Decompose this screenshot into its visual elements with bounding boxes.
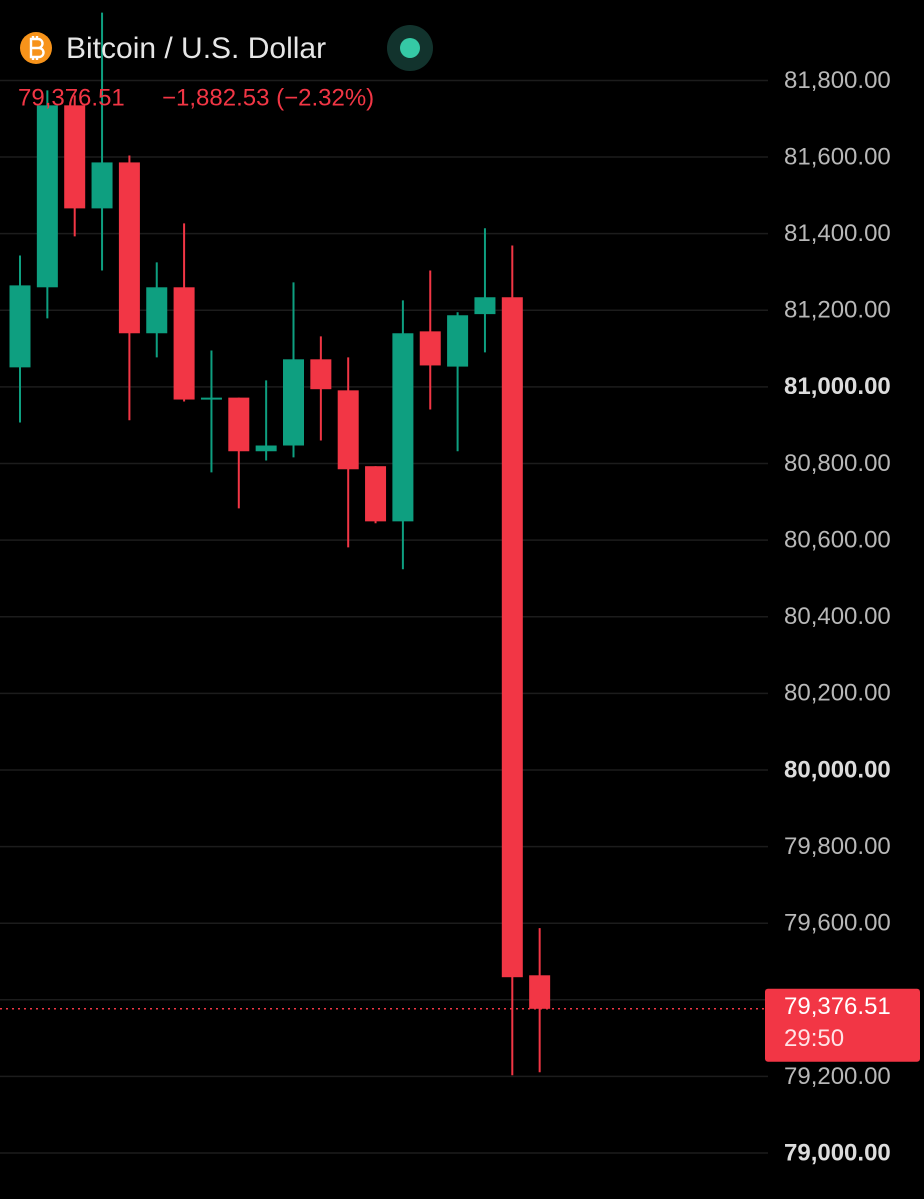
y-tick-label: 81,000.00 <box>784 373 891 400</box>
candle-body <box>365 466 387 522</box>
candle-body <box>36 105 58 288</box>
y-tick-label: 81,800.00 <box>784 67 891 94</box>
candle-body <box>200 397 222 400</box>
candle-body <box>501 297 523 978</box>
header: Bitcoin / U.S. Dollar 79,376.51 −1,882.5… <box>18 25 433 111</box>
candle-body <box>474 297 496 315</box>
y-tick-label: 80,800.00 <box>784 450 891 477</box>
y-tick-label: 81,400.00 <box>784 220 891 247</box>
price-label: 79,376.51 29:50 <box>765 988 920 1062</box>
candle-body <box>283 359 304 446</box>
candle-body <box>392 333 414 522</box>
candle-body <box>255 445 277 452</box>
y-tick-label: 80,600.00 <box>784 526 891 553</box>
bitcoin-glyph <box>29 36 45 60</box>
y-tick-label: 81,200.00 <box>784 297 891 324</box>
candle-body <box>529 975 551 1009</box>
chart-title: Bitcoin / U.S. Dollar <box>66 32 326 65</box>
candle-body <box>310 359 332 390</box>
candle-body <box>419 331 441 366</box>
last-price: 79,376.51 <box>18 84 125 111</box>
price-label-text: 79,376.51 <box>784 993 891 1020</box>
y-tick-label: 80,200.00 <box>784 680 891 707</box>
candle-body <box>91 162 113 209</box>
status-dot <box>400 38 420 58</box>
candle-body <box>64 105 86 209</box>
candle-body <box>228 397 250 452</box>
candle-body <box>118 162 140 334</box>
candle-body <box>337 390 359 470</box>
y-tick-label: 79,200.00 <box>784 1063 891 1090</box>
y-tick-label: 79,600.00 <box>784 910 891 937</box>
y-tick-label: 79,000.00 <box>784 1139 891 1166</box>
plot-area <box>9 12 551 1076</box>
grid <box>0 79 768 1154</box>
price-label-box <box>765 988 920 1062</box>
price-change: −1,882.53 (−2.32%) <box>162 84 374 111</box>
y-tick-label: 79,800.00 <box>784 833 891 860</box>
candle-body <box>447 315 469 367</box>
y-tick-label: 80,400.00 <box>784 603 891 630</box>
y-axis: 81,800.00 81,600.00 81,400.00 81,200.00 81,0… <box>784 67 891 1167</box>
y-tick-label: 80,000.00 <box>784 756 891 783</box>
candle-body <box>9 285 31 368</box>
countdown: 29:50 <box>784 1025 844 1052</box>
candle-body <box>173 287 195 400</box>
y-tick-label: 81,600.00 <box>784 143 891 170</box>
candle-body <box>146 287 168 334</box>
